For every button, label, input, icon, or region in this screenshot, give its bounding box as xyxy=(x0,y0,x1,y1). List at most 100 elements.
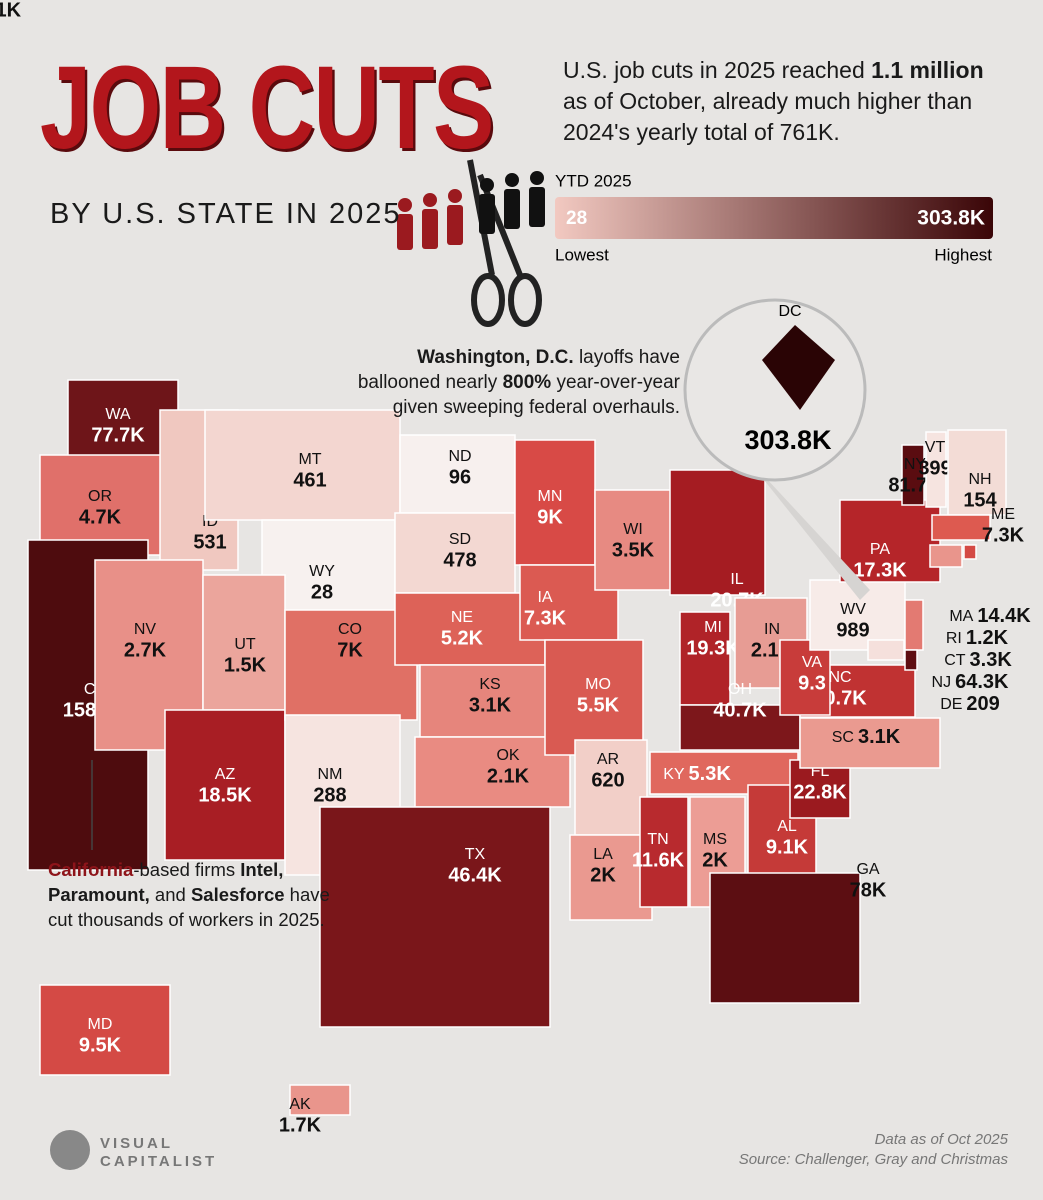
state-label: NJ 64.3K xyxy=(932,671,1009,693)
source: Source: Challenger, Gray and Christmas xyxy=(738,1151,1008,1168)
state xyxy=(929,544,963,568)
state-abbr: AK xyxy=(289,1096,311,1113)
brand-line: CAPITALIST xyxy=(100,1153,218,1170)
state-abbr: MO xyxy=(585,676,611,693)
state-value: 1.5K xyxy=(224,654,267,676)
state-value: 28 xyxy=(311,581,333,603)
text-run: Washington, D.C. xyxy=(417,347,574,368)
state xyxy=(399,434,516,514)
state xyxy=(867,639,905,661)
state-abbr: NE xyxy=(451,609,473,626)
state-value: 531 xyxy=(193,531,226,553)
state-abbr: SC xyxy=(832,729,854,746)
text-run: U.S. job cuts in 2025 reached xyxy=(563,57,872,83)
state-abbr: NM xyxy=(318,766,343,783)
state xyxy=(669,469,766,596)
footer-notes: Data as of Oct 2025 Source: Challenger, … xyxy=(700,1130,1008,1170)
state-value: 7.3K xyxy=(982,524,1025,546)
state-abbr: ND xyxy=(448,448,471,465)
state-abbr: RI xyxy=(946,630,962,647)
state-label: SC 3.1K xyxy=(832,726,901,748)
state xyxy=(901,444,925,506)
state-abbr: VT xyxy=(925,439,946,456)
state-abbr: VA xyxy=(802,654,822,671)
state-value: 9K xyxy=(537,506,563,528)
state-label: KY 5.3K xyxy=(663,763,731,785)
state xyxy=(904,599,924,651)
inset-pointer xyxy=(740,450,870,600)
state-value: 989 xyxy=(836,619,869,641)
state xyxy=(639,796,689,908)
state-abbr: AR xyxy=(597,751,619,768)
state-value: 22.8K xyxy=(793,781,847,803)
state xyxy=(789,759,851,819)
state-value: 3.1K xyxy=(469,694,512,716)
state-abbr: WA xyxy=(105,406,131,423)
state-abbr: OK xyxy=(496,747,519,764)
state-abbr: WY xyxy=(309,563,335,580)
text-run: year-over-year given sweeping federal ov… xyxy=(392,372,680,418)
dc-inset xyxy=(683,298,867,482)
text-run: 800% xyxy=(502,372,552,393)
text-run: -based firms xyxy=(133,859,241,880)
state-abbr: WI xyxy=(623,521,643,538)
state-value: 9.1K xyxy=(766,836,809,858)
state-value: 5.5K xyxy=(577,694,620,716)
state-value: 399 xyxy=(918,457,951,479)
legend-high-label: Highest xyxy=(934,245,992,264)
state xyxy=(289,1084,351,1116)
logo xyxy=(50,1130,90,1170)
state-abbr: OH xyxy=(728,681,752,698)
legend-title: YTD 2025 xyxy=(555,171,632,190)
title: JOB CUTS xyxy=(40,42,494,174)
state-abbr: AZ xyxy=(215,766,236,783)
state-label: CT 3.3K xyxy=(944,649,1012,671)
legend-low-label: Lowest xyxy=(555,245,609,264)
state xyxy=(709,872,861,1004)
text-run: 1.1 million xyxy=(871,57,984,83)
state-label: DE 209 xyxy=(940,693,1000,715)
state-abbr: NC xyxy=(828,669,851,686)
state-value: 1.7K xyxy=(279,1114,322,1136)
text-run: and xyxy=(149,884,191,905)
state-value: 1.2K xyxy=(966,627,1009,649)
state xyxy=(319,806,551,1028)
state-abbr: GA xyxy=(856,861,879,878)
state-value: 11.6K xyxy=(632,849,685,871)
state-value: 3.3K xyxy=(970,649,1013,671)
state-value: 46.4K xyxy=(448,864,502,886)
dc-note: Washington, D.C. layoffs have ballooned … xyxy=(330,345,680,420)
state-value: 154 xyxy=(963,489,997,511)
brand-line: VISUAL xyxy=(100,1135,174,1152)
state xyxy=(963,544,977,560)
state-abbr: MS xyxy=(703,831,727,848)
state-value: 40.7K xyxy=(713,699,767,721)
state-abbr: TX xyxy=(465,846,486,863)
state xyxy=(904,649,918,671)
state-value: 9.5K xyxy=(79,1034,122,1056)
state-value: 288 xyxy=(313,784,346,806)
state xyxy=(809,579,906,651)
state-value: 9.3 xyxy=(798,672,826,694)
state-value: 14.4K xyxy=(977,605,1031,627)
state-label: RI 1.2K xyxy=(946,627,1009,649)
state-abbr: SD xyxy=(449,531,471,548)
state xyxy=(394,512,516,594)
state xyxy=(799,717,941,769)
state-abbr: MN xyxy=(538,488,563,505)
state-abbr: NY xyxy=(904,456,927,473)
state-value: 17.3K xyxy=(853,559,907,581)
text-run: California xyxy=(48,859,134,880)
states: WA77.7KOR4.7KCA158.7KID531NV2.7KMT461WY2… xyxy=(0,0,1031,1136)
legend-bar xyxy=(555,197,993,239)
state-value: 18.5K xyxy=(198,784,252,806)
state-value: 7.3K xyxy=(524,607,567,629)
state xyxy=(779,639,831,716)
state-value: 96 xyxy=(449,466,471,488)
state-value: 1.1K xyxy=(0,0,22,21)
state xyxy=(947,429,1007,516)
intro: U.S. job cuts in 2025 reached 1.1 millio… xyxy=(563,55,1013,148)
ca-note: California-based firms Intel, Paramount,… xyxy=(48,857,348,932)
